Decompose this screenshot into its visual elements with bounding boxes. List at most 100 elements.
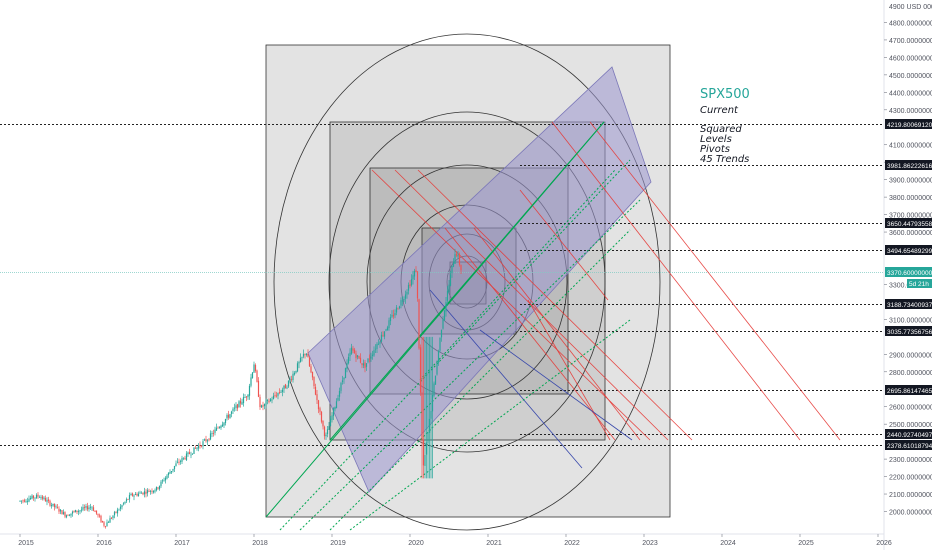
candle-115[interactable] — [190, 451, 192, 459]
candle-123[interactable] — [202, 438, 204, 450]
candle-83[interactable] — [142, 492, 144, 496]
candle-149[interactable] — [241, 398, 243, 406]
candle-42[interactable] — [80, 506, 83, 513]
candle-66[interactable] — [116, 507, 119, 517]
candle-41[interactable] — [79, 510, 81, 515]
candle-231[interactable] — [364, 359, 366, 373]
candle-247[interactable] — [388, 317, 390, 331]
candle-242[interactable] — [380, 331, 383, 342]
candle-280[interactable] — [437, 349, 440, 366]
candle-205[interactable] — [325, 432, 327, 440]
candle-232[interactable] — [365, 363, 368, 371]
candle-31[interactable] — [64, 511, 66, 519]
candle-184[interactable] — [293, 371, 296, 376]
candle-181[interactable] — [289, 376, 291, 384]
candle-24[interactable] — [53, 503, 56, 511]
candle-138[interactable] — [224, 418, 227, 426]
candle-167[interactable] — [268, 398, 270, 404]
candle-217[interactable] — [343, 377, 345, 384]
candle-256[interactable] — [401, 296, 404, 307]
candle-229[interactable] — [361, 363, 363, 369]
candle-182[interactable] — [290, 375, 293, 382]
candle-288[interactable] — [449, 270, 452, 287]
candle-26[interactable] — [56, 504, 59, 509]
candle-82[interactable] — [140, 491, 143, 494]
candle-287[interactable] — [448, 280, 450, 294]
candle-295[interactable] — [460, 264, 462, 274]
candle-49[interactable] — [91, 505, 93, 511]
candle-7[interactable] — [28, 495, 30, 503]
candle-264[interactable] — [413, 268, 416, 281]
candle-157[interactable] — [253, 361, 255, 373]
candle-202[interactable] — [320, 410, 323, 424]
candle-227[interactable] — [358, 355, 360, 359]
candle-228[interactable] — [359, 353, 362, 364]
candle-266[interactable] — [416, 271, 419, 302]
candle-290[interactable] — [452, 258, 455, 268]
candle-104[interactable] — [173, 465, 176, 473]
candle-210[interactable] — [332, 407, 335, 421]
candle-201[interactable] — [319, 406, 321, 416]
candle-156[interactable] — [251, 371, 254, 379]
candle-226[interactable] — [356, 354, 359, 360]
candle-16[interactable] — [41, 494, 44, 501]
candle-65[interactable] — [115, 511, 117, 514]
candle-294[interactable] — [458, 252, 461, 267]
candle-20[interactable] — [47, 496, 50, 504]
candle-194[interactable] — [308, 356, 311, 367]
candle-225[interactable] — [355, 350, 357, 363]
candle-18[interactable] — [44, 495, 47, 502]
candle-197[interactable] — [313, 376, 315, 389]
candle-293[interactable] — [457, 251, 459, 260]
candle-147[interactable] — [238, 400, 240, 408]
candle-62[interactable] — [110, 517, 113, 520]
candle-85[interactable] — [145, 488, 147, 498]
candle-54[interactable] — [98, 513, 101, 518]
candle-90[interactable] — [152, 490, 155, 494]
candle-145[interactable] — [235, 402, 237, 411]
candle-57[interactable] — [103, 520, 105, 528]
candle-152[interactable] — [245, 395, 248, 402]
candle-126[interactable] — [206, 438, 209, 446]
candle-105[interactable] — [175, 460, 177, 467]
candle-259[interactable] — [406, 289, 408, 299]
candle-116[interactable] — [191, 453, 194, 456]
candle-121[interactable] — [199, 441, 201, 449]
candle-58[interactable] — [104, 525, 107, 529]
candle-39[interactable] — [76, 510, 78, 514]
candle-74[interactable] — [128, 492, 131, 503]
candle-128[interactable] — [209, 430, 212, 441]
candle-109[interactable] — [181, 455, 183, 465]
candle-35[interactable] — [70, 513, 72, 518]
candle-52[interactable] — [95, 510, 98, 515]
candle-269[interactable] — [421, 336, 423, 479]
candle-120[interactable] — [197, 443, 200, 452]
candle-159[interactable] — [256, 369, 258, 383]
candle-134[interactable] — [218, 426, 221, 429]
candle-44[interactable] — [83, 504, 86, 511]
candle-292[interactable] — [455, 251, 458, 258]
candle-221[interactable] — [349, 348, 351, 361]
candle-94[interactable] — [158, 485, 161, 491]
candle-89[interactable] — [151, 488, 153, 495]
candle-51[interactable] — [94, 510, 96, 512]
candle-91[interactable] — [154, 488, 156, 494]
candle-67[interactable] — [118, 508, 120, 511]
candle-286[interactable] — [446, 285, 449, 305]
candle-191[interactable] — [304, 353, 306, 359]
candle-102[interactable] — [170, 470, 173, 474]
candle-239[interactable] — [376, 342, 378, 354]
candle-142[interactable] — [230, 410, 233, 418]
candle-4[interactable] — [23, 498, 26, 503]
candle-124[interactable] — [203, 438, 206, 442]
candle-73[interactable] — [127, 498, 129, 500]
candle-22[interactable] — [50, 502, 53, 509]
candle-50[interactable] — [92, 505, 95, 512]
candle-272[interactable] — [425, 336, 428, 479]
candle-93[interactable] — [157, 487, 159, 490]
candle-208[interactable] — [329, 415, 332, 427]
candle-110[interactable] — [182, 457, 185, 461]
candle-199[interactable] — [316, 389, 318, 405]
candle-111[interactable] — [184, 455, 186, 460]
candle-127[interactable] — [208, 438, 210, 442]
